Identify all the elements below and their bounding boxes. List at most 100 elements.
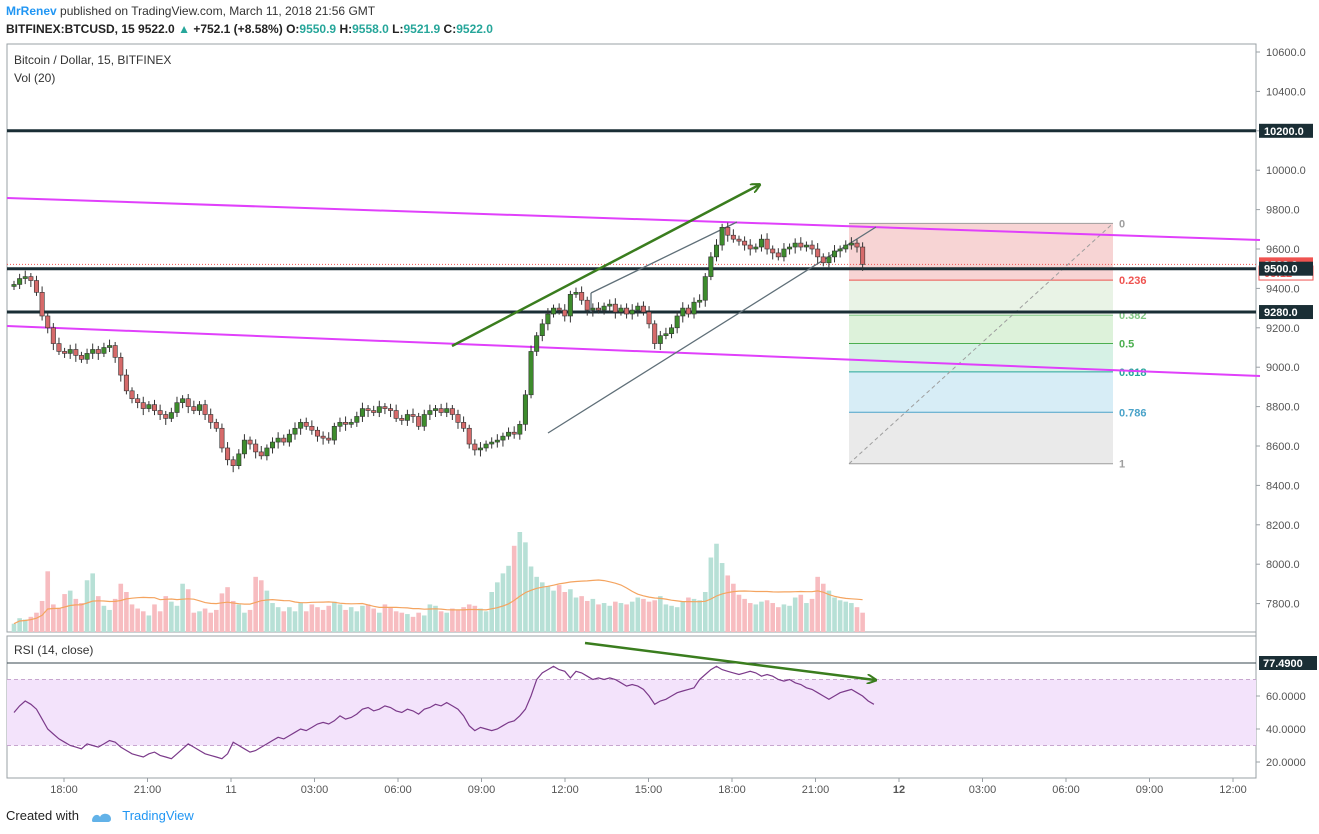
volume-bar <box>450 608 455 632</box>
candle-body <box>736 238 742 242</box>
time-tick-label: 09:00 <box>1136 784 1164 796</box>
candle-body <box>174 402 180 413</box>
candle-body <box>506 431 512 437</box>
volume-bar <box>45 571 51 632</box>
candle-body <box>376 406 382 413</box>
volume-bar <box>511 545 517 632</box>
volume-bar <box>67 590 73 632</box>
candle-body <box>500 435 506 441</box>
candle-body <box>680 307 686 317</box>
candle-body <box>326 437 332 441</box>
candle-body <box>477 447 483 451</box>
volume-bar <box>500 573 506 632</box>
candle-body <box>270 441 276 449</box>
fib-band <box>849 371 1113 413</box>
candle-body <box>584 299 590 311</box>
volume-bar <box>90 573 95 632</box>
price-tick-label: 8800.0 <box>1266 402 1300 414</box>
fib-band <box>849 315 1113 344</box>
volume-bar <box>197 611 202 632</box>
volume-legend: Vol (20) <box>14 71 56 85</box>
candle-body <box>410 414 416 417</box>
rsi-tick-label: 60.0000 <box>1266 691 1306 703</box>
candle-body <box>314 429 320 437</box>
symbol-name[interactable]: BITFINEX:BTCUSD, 15 <box>6 22 135 36</box>
volume-bar <box>416 612 421 632</box>
volume-bar <box>658 596 663 632</box>
volume-bar <box>230 600 236 632</box>
candle-body <box>764 238 770 250</box>
volume-bar <box>545 586 551 632</box>
fib-band <box>849 280 1113 316</box>
candle-body <box>472 443 478 451</box>
rsi-divergence-arrow <box>584 641 875 680</box>
volume-bar <box>360 605 365 632</box>
candle-body <box>438 408 444 413</box>
volume-bar <box>590 598 596 632</box>
price-tick-label: 8000.0 <box>1266 559 1300 571</box>
volume-bar <box>517 532 523 632</box>
candle-body <box>747 244 753 250</box>
candle-body <box>669 327 675 335</box>
volume-bar <box>781 604 787 632</box>
volume-bar <box>556 585 562 632</box>
candle-body <box>112 345 118 358</box>
volume-bar <box>776 607 781 632</box>
volume-bar <box>629 601 635 632</box>
volume-bar <box>17 618 22 632</box>
volume-bar <box>596 604 601 632</box>
fib-level-label: 0.618 <box>1119 367 1147 379</box>
tradingview-brand-link[interactable]: TradingView <box>122 808 194 823</box>
volume-bar <box>708 557 714 632</box>
symbol-header: BITFINEX:BTCUSD, 15 9522.0 ▲ +752.1 (+8.… <box>6 22 493 36</box>
time-tick-label: 18:00 <box>50 784 78 796</box>
candle-body <box>483 443 489 449</box>
time-tick-label: 18:00 <box>718 784 746 796</box>
volume-bar <box>62 594 67 632</box>
candle-body <box>107 345 113 348</box>
candle-body <box>258 451 264 457</box>
volume-bar <box>157 611 163 632</box>
volume-bar <box>804 603 809 632</box>
volume-bar <box>742 598 747 632</box>
volume-bar <box>624 604 629 632</box>
candle-body <box>39 292 45 317</box>
candle-body <box>567 294 573 317</box>
time-tick-label: 11 <box>225 784 236 796</box>
volume-bar <box>489 592 494 632</box>
candle-body <box>309 425 315 431</box>
fib-level-label: 0.786 <box>1119 407 1147 419</box>
volume-bar <box>129 604 135 632</box>
candle-body <box>129 390 135 400</box>
candle-body <box>522 394 528 425</box>
volume-bar <box>472 605 478 632</box>
candle-body <box>551 307 557 315</box>
time-tick-label: 12 <box>893 784 905 796</box>
volume-bar <box>242 612 247 632</box>
fib-level-label: 1 <box>1119 459 1125 471</box>
candle-body <box>359 408 365 417</box>
volume-ma-line <box>13 579 863 625</box>
volume-bar <box>146 615 152 632</box>
candle-body <box>213 422 219 429</box>
price-change: +752.1 (+8.58%) <box>193 22 283 36</box>
volume-bar <box>112 598 118 632</box>
volume-bar <box>809 598 815 632</box>
candle-body <box>90 349 96 354</box>
volume-bar <box>270 603 275 632</box>
candle-body <box>427 410 433 415</box>
wedge-upper-line <box>590 221 738 294</box>
candle-body <box>494 439 500 443</box>
candle-body <box>708 256 714 277</box>
volume-bar <box>539 582 545 632</box>
candle-body <box>202 404 208 415</box>
volume-bar <box>275 607 281 632</box>
author-link[interactable]: MrRenev <box>6 4 57 18</box>
candle-body <box>101 347 107 354</box>
candle-body <box>579 292 585 301</box>
price-tag-label: 9500.0 <box>1264 264 1298 276</box>
volume-bar <box>247 609 253 632</box>
candle-body <box>517 424 523 435</box>
volume-bar <box>315 607 320 632</box>
